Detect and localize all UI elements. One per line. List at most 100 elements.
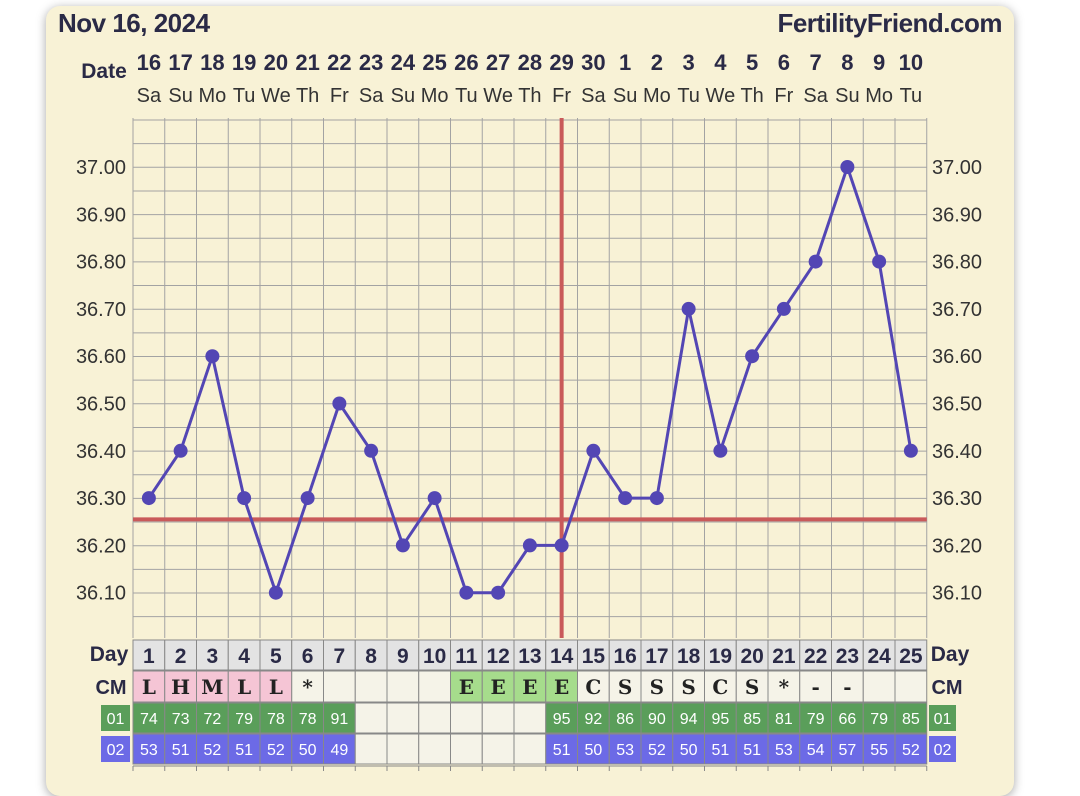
cm-cell — [608, 670, 642, 703]
temperature-point — [427, 491, 442, 506]
day-cell — [132, 639, 166, 671]
day-number: 25 — [899, 645, 923, 668]
date-label: 7 — [810, 50, 822, 75]
row2-value: 53 — [140, 742, 158, 759]
day-number: 9 — [397, 645, 409, 668]
day-cell — [704, 639, 737, 671]
row1-cell — [196, 702, 229, 734]
cm-cell — [513, 670, 547, 703]
row2-value: 52 — [267, 742, 285, 759]
row1-value: 85 — [902, 711, 920, 728]
row2-value: 52 — [648, 742, 666, 759]
date-label: 25 — [422, 50, 446, 75]
cm-value: S — [681, 675, 695, 699]
temperature-point — [522, 538, 537, 553]
row1-value: 79 — [235, 711, 253, 728]
y-tick-label: 36.60 — [76, 346, 126, 368]
temperature-point — [745, 349, 760, 364]
cm-cell — [672, 670, 705, 703]
row2-label-box — [101, 736, 130, 762]
weekday-label: Sa — [137, 85, 162, 107]
row1-cell — [481, 702, 515, 734]
temperature-point — [395, 538, 410, 553]
y-tick-label: 36.70 — [76, 299, 126, 321]
weekday-label: Su — [835, 85, 859, 107]
row1-label-box — [929, 705, 956, 731]
date-label: 28 — [518, 50, 542, 75]
weekday-label: We — [706, 85, 736, 107]
row1-label-box — [101, 705, 130, 731]
cm-cell — [259, 670, 293, 703]
row1-cell — [767, 702, 801, 734]
row2-value: 51 — [743, 742, 761, 759]
cm-cell — [735, 670, 769, 703]
date-label: 23 — [359, 50, 383, 75]
row2-cell — [481, 733, 515, 765]
date-label: 24 — [391, 50, 416, 75]
temperature-point — [713, 443, 728, 458]
date-label: 3 — [683, 50, 695, 75]
weekday-label: Sa — [581, 85, 606, 107]
y-tick-label: 36.80 — [932, 252, 982, 274]
row1-label: 01 — [934, 711, 952, 728]
y-tick-label: 36.90 — [76, 204, 126, 226]
day-cell — [481, 639, 515, 671]
row2-cell — [132, 733, 166, 765]
cm-value: E — [459, 675, 474, 699]
cm-value: E — [491, 675, 506, 699]
day-cell — [418, 639, 451, 671]
date-label: 6 — [778, 50, 790, 75]
temperature-point — [586, 443, 601, 458]
weekday-label: Su — [391, 85, 415, 107]
cm-cell — [386, 670, 420, 703]
row2-cell — [227, 733, 261, 765]
row2-cell — [894, 733, 928, 765]
temperature-point — [332, 396, 347, 411]
temperature-point — [205, 349, 220, 364]
temperature-point — [872, 254, 887, 269]
cm-cell — [799, 670, 832, 703]
weekday-label: Fr — [552, 85, 571, 107]
row1-value: 85 — [743, 711, 761, 728]
chart-date: Nov 16, 2024 — [58, 8, 210, 38]
cm-value: L — [237, 675, 251, 699]
row2-cell — [862, 733, 896, 765]
date-label: 8 — [841, 50, 853, 75]
cm-value: C — [712, 675, 728, 699]
cm-value: S — [745, 675, 759, 699]
row1-cell — [672, 702, 705, 734]
row2-cell — [354, 733, 388, 765]
temperature-point — [554, 538, 569, 553]
weekday-label: Th — [740, 85, 763, 107]
row2-value: 52 — [203, 742, 221, 759]
y-tick-label: 36.20 — [932, 535, 982, 557]
day-cell — [767, 639, 801, 671]
weekday-label: Th — [518, 85, 541, 107]
date-label: 16 — [137, 50, 161, 75]
day-cell — [640, 639, 674, 671]
row1-cell — [386, 702, 420, 734]
temperature-point — [237, 491, 252, 506]
day-cell — [672, 639, 705, 671]
weekday-label: Sa — [803, 85, 828, 107]
row1-cell — [799, 702, 832, 734]
row1-cell — [831, 702, 864, 734]
row1-value: 79 — [870, 711, 888, 728]
day-cell — [513, 639, 547, 671]
temperature-point — [840, 160, 855, 174]
row1-label: 01 — [107, 711, 125, 728]
cm-value: L — [269, 675, 283, 699]
cm-value: * — [302, 675, 313, 699]
cm-cell — [481, 670, 515, 703]
cm-value: - — [843, 675, 851, 699]
day-cell — [608, 639, 642, 671]
row1-value: 72 — [203, 711, 221, 728]
row2-value: 49 — [330, 742, 348, 759]
date-row-label: Date — [81, 60, 127, 83]
day-cell — [831, 639, 864, 671]
temperature-point — [173, 443, 188, 458]
row1-cell — [450, 702, 483, 734]
day-number: 22 — [804, 645, 827, 668]
day-number: 11 — [455, 645, 478, 668]
row1-value: 81 — [775, 711, 793, 728]
